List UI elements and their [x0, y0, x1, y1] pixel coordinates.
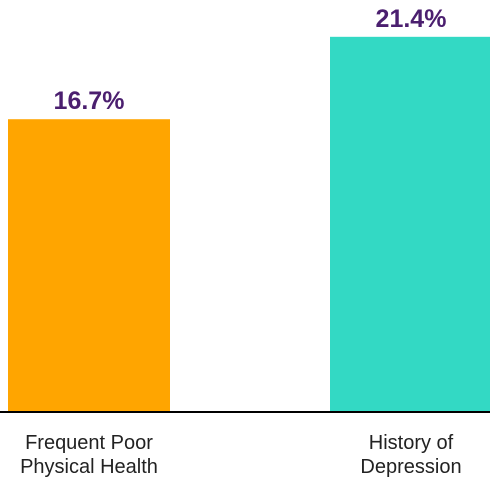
data-label-2: 21.4%: [376, 5, 447, 33]
category-labels-layer: Frequent Poor Physical Health History of De…: [20, 432, 462, 478]
data-label-1: 16.7%: [54, 87, 125, 115]
category-label-line: Frequent Poor: [25, 432, 153, 454]
category-label-line: Physical Health: [20, 456, 158, 478]
category-label-line: Depression: [360, 456, 461, 478]
bar-2: [330, 36, 490, 413]
value-labels-layer: 16.7% 21.4%: [54, 5, 447, 115]
category-label-1: Frequent Poor Physical Health: [20, 432, 158, 478]
category-label-line: History of: [369, 432, 454, 454]
category-label-2: History of Depression: [360, 432, 461, 478]
bar-1: [8, 119, 170, 413]
bars-layer: [8, 36, 490, 413]
